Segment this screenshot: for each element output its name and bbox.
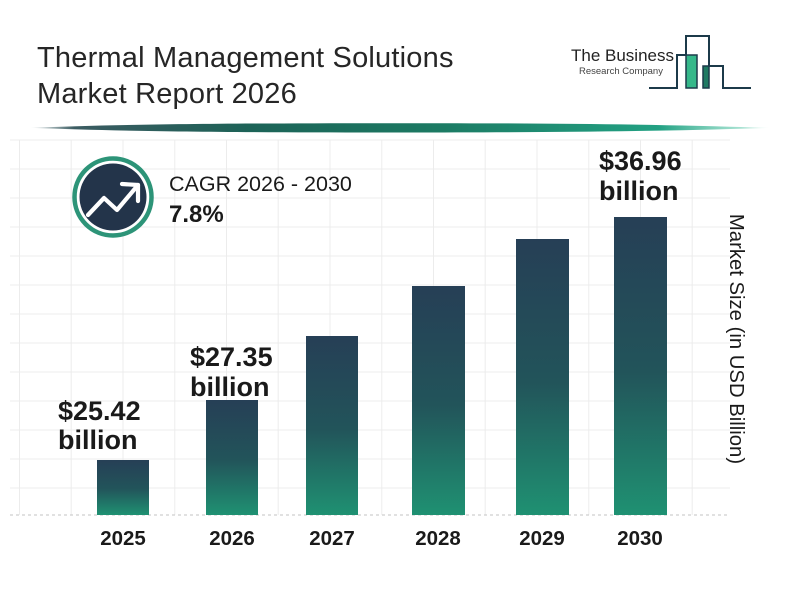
svg-text:2028: 2028 [415,527,461,550]
svg-text:billion: billion [190,372,269,402]
svg-text:billion: billion [599,176,678,206]
svg-text:billion: billion [58,425,137,455]
svg-text:7.8%: 7.8% [169,201,224,228]
svg-text:2027: 2027 [309,527,355,550]
svg-text:CAGR 2026 - 2030: CAGR 2026 - 2030 [169,172,352,196]
svg-text:2026: 2026 [209,527,255,550]
svg-text:$27.35: $27.35 [190,342,273,372]
svg-text:2029: 2029 [519,527,565,550]
svg-text:2030: 2030 [617,527,663,550]
svg-text:$36.96: $36.96 [599,146,682,176]
svg-text:2025: 2025 [100,527,146,550]
svg-text:Market Size (in USD Billion): Market Size (in USD Billion) [725,214,747,464]
svg-text:$25.42: $25.42 [58,396,141,426]
